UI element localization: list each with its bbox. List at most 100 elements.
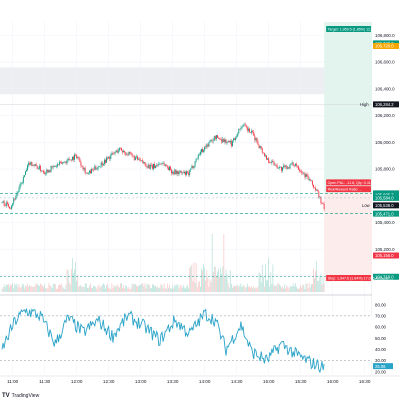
candle-body [53, 165, 55, 167]
volume-bar [218, 268, 219, 292]
volume-bar [176, 284, 178, 292]
candle-body [197, 154, 199, 159]
candle-body [173, 171, 175, 175]
candle-body [151, 165, 153, 169]
candle-body [237, 133, 239, 137]
price-tick-label: 105,200.0 [375, 247, 395, 252]
volume-bar [148, 284, 150, 292]
candle-body [220, 139, 222, 140]
oscillator-value-tag [373, 363, 393, 370]
candle-body [203, 150, 205, 152]
volume-bar [260, 282, 262, 292]
candle-body [28, 163, 30, 166]
volume-bar [297, 288, 298, 292]
candle-body [99, 166, 101, 167]
volume-bar [202, 270, 203, 292]
candle-body [229, 140, 231, 143]
candle-body [171, 169, 173, 174]
volume-bar [93, 285, 95, 292]
candle-body [234, 138, 235, 140]
volume-bar [11, 284, 12, 292]
volume-bar [70, 269, 72, 292]
candle-body [142, 160, 144, 164]
candle-body [43, 170, 45, 173]
candle-body [261, 147, 263, 153]
volume-bar [177, 284, 179, 292]
volume-bar [155, 285, 156, 292]
candle-body [27, 165, 29, 171]
candle-body [293, 165, 295, 167]
candle-body [301, 171, 303, 173]
volume-bar [46, 288, 48, 292]
price-tick-label: 105,800.0 [375, 167, 395, 172]
volume-bar [118, 287, 120, 292]
volume-bar [261, 264, 263, 292]
candle-body [177, 171, 179, 175]
volume-bar [162, 288, 164, 292]
candle-body [299, 169, 301, 172]
candle-body [51, 165, 53, 168]
candle-body [212, 140, 214, 142]
candle-body [95, 166, 97, 170]
candle-body [186, 171, 187, 175]
volume-bar [184, 287, 185, 292]
volume-bar [251, 286, 252, 292]
volume-bar [91, 287, 92, 292]
oscillator-tick-label: 30.00 [375, 358, 387, 363]
volume-bar [220, 268, 222, 292]
volume-bar [187, 285, 188, 292]
candle-body [20, 183, 22, 184]
oscillator-tick-label: 50.00 [375, 336, 387, 341]
candle-body [12, 203, 14, 206]
volume-bar [211, 234, 213, 292]
volume-bar [282, 286, 283, 292]
volume-bar [319, 276, 321, 292]
volume-bar [294, 283, 296, 292]
candle-body [190, 168, 192, 171]
candle-body [194, 161, 196, 167]
high-label: High [360, 102, 369, 107]
volume-bar [320, 274, 322, 292]
candle-body [166, 166, 168, 168]
volume-bar [88, 288, 89, 292]
price-tick-label: 106,800.0 [375, 33, 395, 38]
volume-bars [1, 234, 325, 292]
candle-body [214, 136, 216, 139]
candle-body [249, 128, 250, 133]
candle-body [283, 165, 285, 168]
volume-bar [192, 281, 194, 292]
oscillator-tick-label: 20.00 [375, 369, 387, 374]
volume-bar [241, 287, 243, 292]
price-tick-label: 105,400.0 [375, 220, 395, 225]
candle-body [16, 193, 18, 197]
volume-bar [312, 284, 313, 292]
candle-body [213, 136, 215, 141]
volume-bar [254, 288, 256, 292]
volume-bar [133, 283, 135, 292]
target-label-box [326, 26, 371, 32]
candle-body [33, 165, 35, 166]
candle-body [105, 159, 106, 163]
candle-body [321, 202, 323, 204]
candle-body [106, 157, 107, 163]
candle-body [175, 169, 177, 174]
candle-body [145, 164, 147, 167]
volume-bar [82, 286, 84, 292]
candle-body [231, 140, 233, 147]
candle-body [241, 126, 243, 128]
time-tick-label: 15:30 [295, 379, 307, 384]
candle-body [223, 138, 225, 143]
volume-bar [96, 288, 98, 292]
volume-bar [3, 284, 5, 292]
candle-body [124, 150, 126, 153]
candle-body [52, 166, 54, 168]
volume-bar [212, 271, 214, 292]
price-tag-label: 106,720.0 [375, 44, 394, 49]
candle-body [22, 176, 24, 183]
volume-bar [269, 286, 271, 292]
time-tick-label: 12:00 [71, 379, 83, 384]
volume-bar [121, 283, 122, 292]
volume-bar [223, 234, 225, 292]
volume-bar [172, 285, 174, 292]
